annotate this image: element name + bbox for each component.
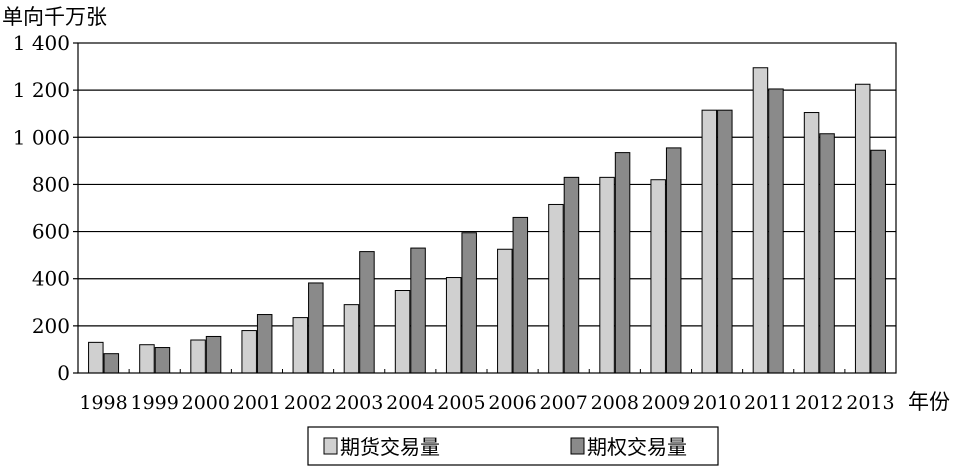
- y-axis-ticks: 0 200 400 600 800 1 000 1 200 1 400: [13, 31, 78, 385]
- bar-options-2012: [819, 133, 835, 374]
- legend-swatch-options: [570, 437, 585, 455]
- bar-options-2003: [359, 251, 375, 374]
- legend: 期货交易量 期权交易量: [307, 426, 719, 466]
- bar-options-2005: [461, 232, 477, 374]
- x-tick-label: 2011: [744, 392, 792, 414]
- bar-options-2006: [512, 216, 529, 374]
- bar-futures-2003: [343, 304, 360, 374]
- x-tick-label: 2009: [642, 392, 690, 414]
- bars: [88, 67, 886, 374]
- bar-futures-1998: [88, 341, 104, 374]
- bar-options-2011: [768, 88, 784, 374]
- x-tick-label: 1999: [131, 392, 179, 414]
- x-tick-label: 2000: [182, 392, 230, 414]
- bar-options-2002: [308, 282, 324, 374]
- bar-options-2004: [410, 247, 426, 374]
- x-tick-label: 2007: [540, 392, 588, 414]
- y-tick-label: 0: [57, 361, 70, 385]
- x-axis-ticks: 1998 1999 2000 2001 2002 2003 2004 2005 2006 2007…: [79, 369, 895, 414]
- bar-futures-2006: [497, 248, 513, 374]
- bar-options-2013: [870, 149, 886, 374]
- x-tick-label: 2006: [488, 392, 536, 414]
- bar-futures-2009: [650, 179, 666, 374]
- bar-options-1999: [154, 347, 171, 374]
- x-tick-label: 2003: [335, 392, 383, 414]
- y-tick-label: 800: [32, 172, 70, 196]
- y-tick-label: 1 400: [13, 31, 70, 55]
- x-tick-label: 2012: [795, 392, 843, 414]
- x-tick-label: 2008: [591, 392, 639, 414]
- bar-options-2000: [205, 335, 222, 374]
- y-tick-label: 1 000: [13, 125, 70, 149]
- bar-options-2008: [614, 152, 631, 374]
- y-tick-label: 600: [32, 220, 70, 244]
- bar-futures-1999: [139, 344, 155, 374]
- bar-futures-2005: [445, 277, 462, 374]
- bar-futures-2000: [190, 339, 206, 374]
- legend-swatch-futures: [323, 437, 338, 455]
- bar-futures-2013: [854, 83, 871, 374]
- bar-futures-2002: [292, 317, 309, 374]
- bar-options-2010: [717, 109, 733, 374]
- x-axis-label: 年份: [908, 390, 950, 414]
- x-tick-label: 2001: [233, 392, 281, 414]
- bar-futures-2001: [241, 330, 257, 374]
- y-tick-label: 400: [32, 267, 70, 291]
- bar-futures-2010: [701, 109, 718, 374]
- y-tick-label: 200: [32, 314, 70, 338]
- y-tick-label: 1 200: [13, 78, 70, 102]
- bar-futures-2008: [599, 176, 615, 374]
- bar-options-1998: [103, 353, 120, 374]
- x-tick-label: 2004: [386, 392, 434, 414]
- legend-label-futures: 期货交易量: [340, 435, 440, 459]
- bar-futures-2011: [752, 67, 769, 374]
- bar-options-2001: [256, 314, 273, 374]
- x-tick-label: 2010: [693, 392, 741, 414]
- x-tick-label: 2002: [284, 392, 332, 414]
- bar-futures-2012: [803, 112, 820, 374]
- x-tick-label: 1998: [79, 392, 127, 414]
- x-tick-label: 2005: [437, 392, 485, 414]
- legend-box: [307, 426, 719, 466]
- x-tick-label: 2013: [846, 392, 894, 414]
- bar-options-2009: [665, 147, 682, 374]
- bar-options-2007: [563, 176, 580, 374]
- legend-label-options: 期权交易量: [587, 435, 687, 459]
- bar-futures-2004: [394, 290, 411, 374]
- bar-futures-2007: [548, 203, 564, 374]
- y-axis-label: 单向千万张: [2, 5, 107, 29]
